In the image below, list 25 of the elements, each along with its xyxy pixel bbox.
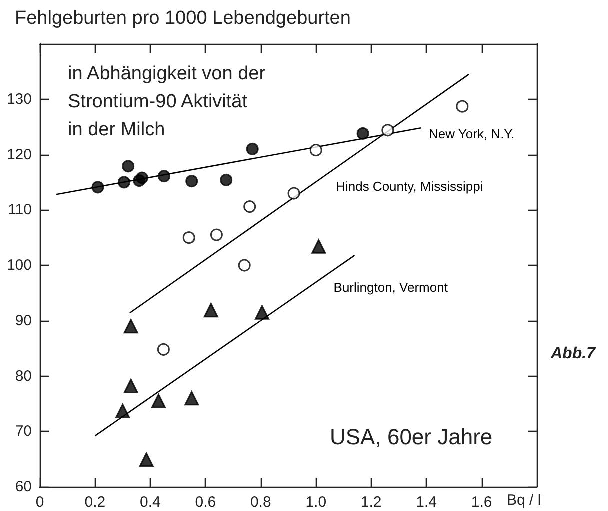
- y-tick-label: 120: [6, 146, 32, 164]
- y-tick-label: 70: [15, 423, 32, 440]
- y-tick-label: 130: [6, 90, 32, 108]
- annotation: USA, 60er Jahre: [330, 424, 493, 450]
- y-tick-label: 60: [15, 478, 32, 496]
- x-tick-label: 1.4: [416, 494, 437, 511]
- y-tick-label: 80: [15, 368, 32, 385]
- x-tick-label: 0.8: [250, 494, 272, 511]
- x-tick-label: 0.6: [195, 494, 216, 511]
- x-tick-label: 1.2: [360, 494, 382, 511]
- y-tick-label: 110: [8, 202, 32, 219]
- x-axis-title: Bq / l: [507, 492, 542, 509]
- y-axis-title: Fehlgeburten pro 1000 Lebendgeburten: [15, 8, 351, 29]
- x-tick-label: 0.4: [140, 494, 161, 511]
- caption: Abb.7: [550, 346, 597, 362]
- series-label: Hinds County, Mississippi: [336, 178, 484, 194]
- x-tick-label: 1.0: [306, 494, 327, 511]
- annotation: in Abhängigkeit von der Strontium-90 Aktivität in der Milch: [68, 64, 266, 140]
- y-tick-label: 90: [15, 312, 32, 330]
- x-tick-label: 0: [36, 494, 44, 511]
- x-tick-label: 1.6: [471, 494, 492, 511]
- series-label: New York, N.Y.: [429, 126, 515, 142]
- series-label: Burlington, Vermont: [334, 280, 448, 296]
- x-tick-label: 0.2: [84, 494, 106, 511]
- y-tick-label: 100: [6, 257, 32, 274]
